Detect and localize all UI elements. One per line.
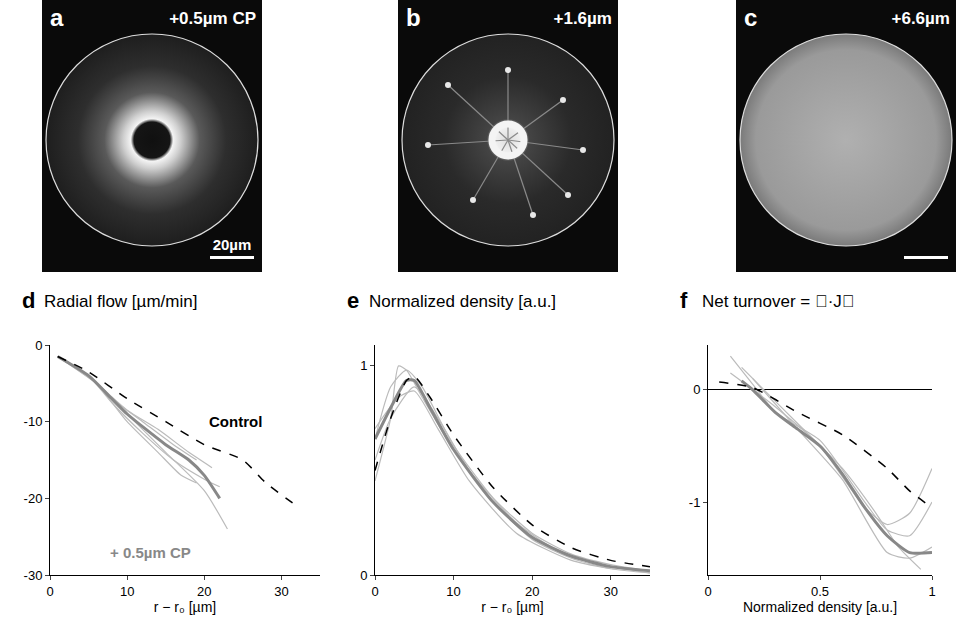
svg-text:20: 20: [197, 584, 211, 599]
svg-text:b: b: [406, 4, 421, 31]
svg-text:Normalized density [a.u.]: Normalized density [a.u.]: [743, 599, 897, 615]
svg-text:10: 10: [446, 584, 460, 599]
svg-text:-1: -1: [689, 495, 701, 510]
svg-text:f: f: [680, 288, 688, 313]
svg-text:20µm: 20µm: [213, 236, 252, 253]
svg-text:0: 0: [693, 382, 700, 397]
svg-text:+0.5µm CP: +0.5µm CP: [169, 9, 256, 28]
svg-text:a: a: [50, 4, 64, 31]
svg-text:10: 10: [120, 584, 134, 599]
svg-text:d: d: [22, 288, 35, 313]
svg-text:+6.6µm: +6.6µm: [892, 9, 950, 28]
svg-text:-10: -10: [24, 414, 43, 429]
svg-text:0: 0: [371, 584, 378, 599]
svg-text:r − r₀ [µm]: r − r₀ [µm]: [154, 599, 217, 615]
svg-text:30: 30: [603, 584, 617, 599]
svg-text:Net turnover = ∇·J⃗: Net turnover = ∇·J⃗: [702, 292, 855, 311]
svg-text:r − r₀ [µm]: r − r₀ [µm]: [481, 599, 544, 615]
svg-text:1: 1: [360, 358, 367, 373]
svg-text:30: 30: [274, 584, 288, 599]
svg-text:1: 1: [928, 584, 935, 599]
svg-text:Normalized density [a.u.]: Normalized density [a.u.]: [369, 292, 556, 311]
svg-text:-20: -20: [24, 491, 43, 506]
svg-text:20: 20: [525, 584, 539, 599]
svg-text:0: 0: [46, 584, 53, 599]
svg-text:0.5: 0.5: [811, 584, 829, 599]
svg-text:0: 0: [704, 584, 711, 599]
svg-text:-30: -30: [24, 568, 43, 583]
svg-text:0: 0: [360, 568, 367, 583]
svg-text:0: 0: [35, 338, 42, 353]
svg-text:Control: Control: [209, 413, 262, 430]
svg-text:+ 0.5µm CP: + 0.5µm CP: [110, 544, 191, 561]
svg-text:e: e: [347, 288, 359, 313]
svg-text:c: c: [744, 4, 757, 31]
svg-text:Radial flow [µm/min]: Radial flow [µm/min]: [44, 292, 197, 311]
svg-text:+1.6µm: +1.6µm: [554, 9, 612, 28]
